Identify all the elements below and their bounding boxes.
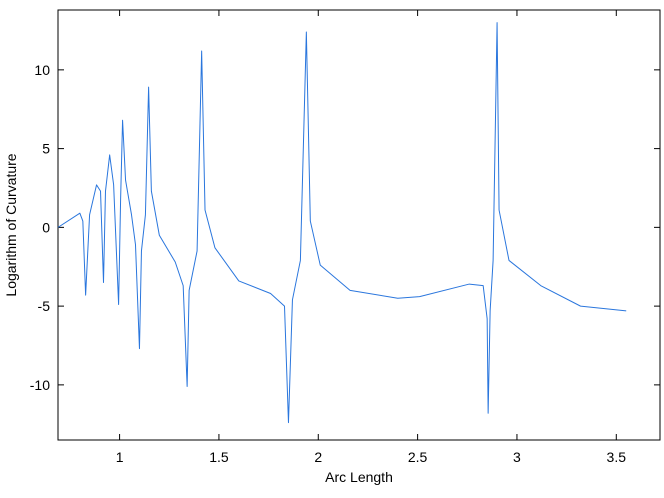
y-tick-label: 10 xyxy=(34,62,50,78)
x-tick-label: 2 xyxy=(314,449,322,465)
y-tick-label: 0 xyxy=(42,219,50,235)
curve xyxy=(57,22,627,424)
x-tick-label: 3.5 xyxy=(607,449,627,465)
plot-frame xyxy=(57,9,661,441)
y-tick-label: -10 xyxy=(30,377,50,393)
y-axis-label: Logarithm of Curvature xyxy=(3,153,19,296)
y-tick-label: 5 xyxy=(42,141,50,157)
x-tick-label: 1 xyxy=(116,449,124,465)
x-tick-label: 1.5 xyxy=(209,449,229,465)
x-tick-label: 2.5 xyxy=(408,449,428,465)
x-axis-label: Arc Length xyxy=(325,469,393,485)
y-tick-label: -5 xyxy=(38,298,51,314)
x-tick-label: 3 xyxy=(513,449,521,465)
